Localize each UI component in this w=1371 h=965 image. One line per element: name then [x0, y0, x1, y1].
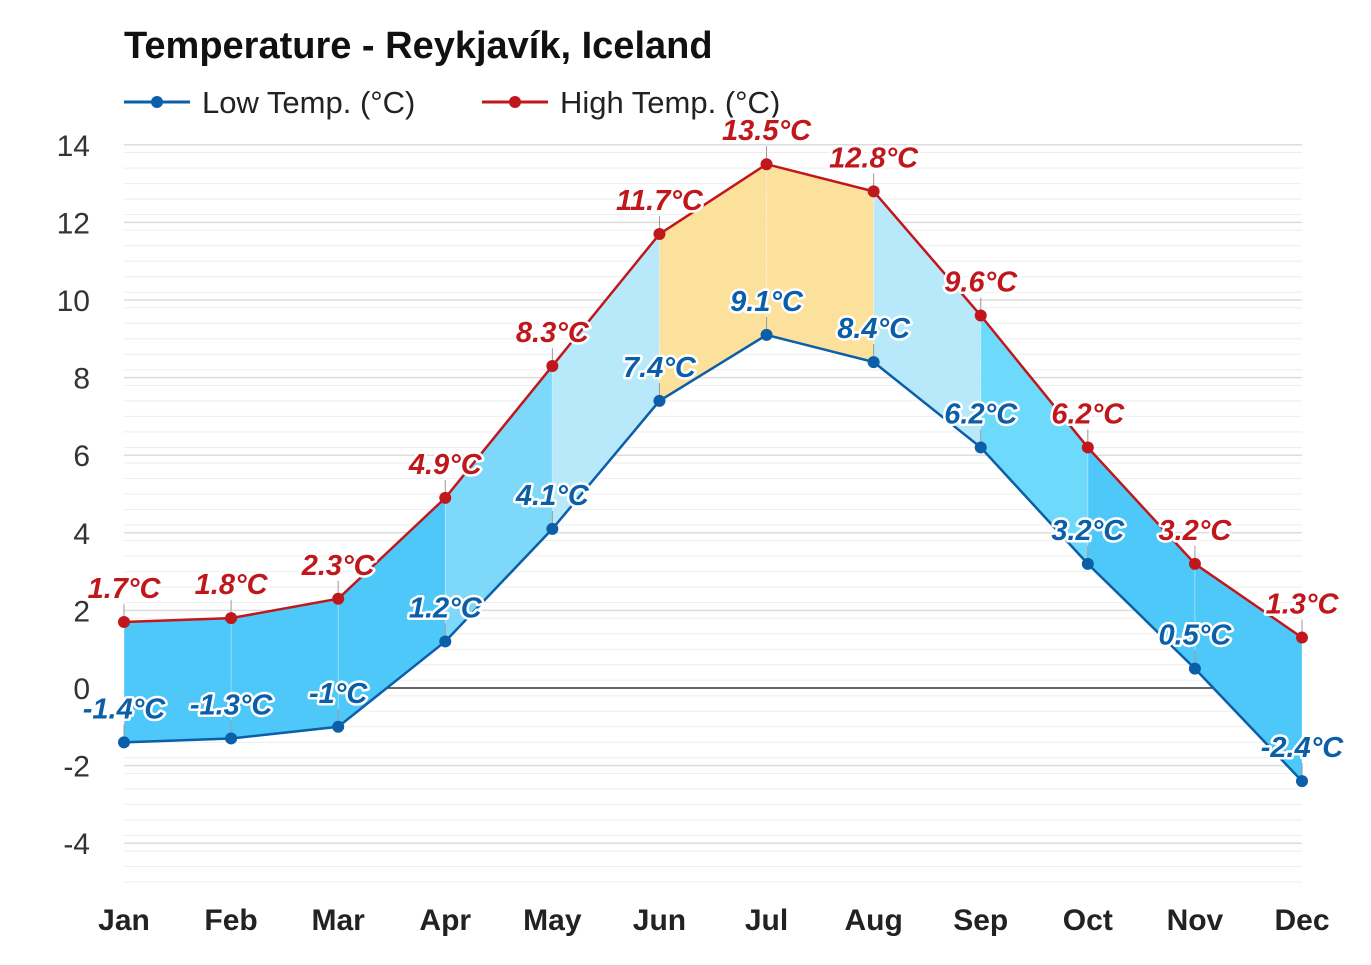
- low-temp-label: -1.4°C: [83, 693, 167, 725]
- x-tick-label: Jan: [98, 904, 150, 937]
- range-fill-segment: [338, 497, 446, 727]
- high-temp-point: [1081, 441, 1094, 454]
- range-fill-segment: [1087, 447, 1195, 669]
- high-temp-label: 11.7°C: [616, 185, 704, 217]
- high-temp-point: [974, 309, 987, 322]
- low-temp-line: [123, 333, 1303, 782]
- high-temp-label: 1.3°C: [1266, 589, 1340, 621]
- low-temp-label: 6.2°C: [944, 398, 1018, 430]
- low-temp-label: -1°C: [309, 678, 368, 710]
- low-temp-label: -1.3°C: [190, 689, 274, 721]
- x-tick-label: Nov: [1167, 904, 1224, 937]
- low-temp-point: [546, 522, 559, 535]
- x-tick-label: Aug: [844, 904, 902, 937]
- high-temp-point: [760, 158, 773, 171]
- low-temp-label: 0.5°C: [1158, 620, 1232, 652]
- x-tick-label: Jun: [633, 904, 686, 937]
- low-temp-label: 4.1°C: [515, 480, 590, 512]
- high-temp-point: [439, 491, 452, 504]
- x-tick-label: Feb: [204, 904, 257, 937]
- range-fill-segment: [552, 234, 660, 529]
- low-temp-point: [1081, 557, 1094, 570]
- high-temp-point: [546, 359, 559, 372]
- x-tick-label: Mar: [312, 904, 366, 937]
- x-tick-label: May: [523, 904, 582, 937]
- low-temp-point: [118, 736, 130, 749]
- low-temp-point: [974, 441, 987, 454]
- chart-title: Temperature - Reykjavík, Iceland: [124, 25, 713, 67]
- y-tick-label: 14: [57, 130, 90, 163]
- low-temp-label: -2.4°C: [1261, 732, 1345, 764]
- range-fill-segment: [231, 598, 339, 739]
- high-temp-point: [332, 592, 345, 605]
- range-fill-segment: [873, 191, 981, 448]
- low-temp-label: 9.1°C: [730, 286, 804, 318]
- high-temp-label: 4.9°C: [408, 449, 483, 481]
- low-temp-point: [225, 732, 238, 745]
- legend-item-low[interactable]: Low Temp. (°C): [124, 85, 415, 120]
- x-tick-label: Sep: [953, 904, 1008, 937]
- legend-label-low: Low Temp. (°C): [202, 85, 415, 120]
- range-fill-segment: [1194, 563, 1302, 782]
- high-temp-line: [123, 162, 1303, 639]
- high-temp-label: 2.3°C: [301, 550, 376, 582]
- high-temp-label: 6.2°C: [1051, 398, 1125, 430]
- high-temp-point: [118, 616, 130, 629]
- y-tick-label: 0: [73, 673, 90, 706]
- x-tick-label: Dec: [1274, 904, 1329, 937]
- high-temp-label: 13.5°C: [722, 115, 812, 147]
- high-temp-label: 1.7°C: [88, 573, 162, 605]
- y-tick-label: -2: [63, 751, 90, 784]
- legend-item-high[interactable]: High Temp. (°C): [482, 85, 780, 120]
- low-temp-point: [439, 635, 452, 648]
- x-tick-label: Jul: [745, 904, 788, 937]
- low-temp-point: [760, 328, 773, 341]
- low-temp-point: [332, 720, 345, 733]
- high-temp-point: [225, 612, 238, 625]
- high-temp-label: 12.8°C: [829, 142, 919, 174]
- x-tick-label: Apr: [419, 904, 471, 937]
- range-fill-segment: [445, 365, 553, 642]
- x-tick-label: Oct: [1063, 904, 1113, 937]
- high-temp-label: 1.8°C: [195, 569, 269, 601]
- low-temp-point: [867, 356, 880, 369]
- y-tick-label: -4: [63, 828, 90, 861]
- high-temp-point: [1296, 631, 1308, 644]
- y-tick-label: 2: [73, 595, 90, 628]
- high-temp-point: [1188, 557, 1201, 570]
- legend-marker-high: [509, 96, 521, 108]
- legend: Low Temp. (°C) High Temp. (°C): [124, 85, 780, 120]
- high-temp-label: 9.6°C: [944, 267, 1018, 299]
- y-tick-label: 4: [73, 518, 90, 551]
- legend-marker-low: [151, 96, 163, 108]
- range-fill-segment: [124, 618, 232, 743]
- low-temp-label: 8.4°C: [837, 313, 911, 345]
- range-fill-segment: [766, 164, 874, 363]
- range-fill-segment: [980, 315, 1088, 564]
- legend-label-high: High Temp. (°C): [560, 85, 780, 120]
- y-tick-label: 8: [73, 363, 90, 396]
- low-temp-point: [1296, 775, 1308, 788]
- y-tick-label: 6: [73, 440, 90, 473]
- high-temp-point: [867, 185, 880, 198]
- low-temp-point: [1188, 662, 1201, 675]
- high-temp-label: 3.2°C: [1158, 515, 1232, 547]
- y-tick-label: 12: [57, 207, 90, 240]
- low-temp-label: 7.4°C: [623, 352, 697, 384]
- low-temp-label: 1.2°C: [409, 592, 483, 624]
- low-temp-point: [653, 394, 666, 407]
- high-temp-label: 8.3°C: [516, 317, 590, 349]
- y-tick-label: 10: [57, 285, 90, 318]
- range-fill-segment: [659, 164, 767, 401]
- high-temp-point: [653, 228, 666, 241]
- low-temp-label: 3.2°C: [1051, 515, 1125, 547]
